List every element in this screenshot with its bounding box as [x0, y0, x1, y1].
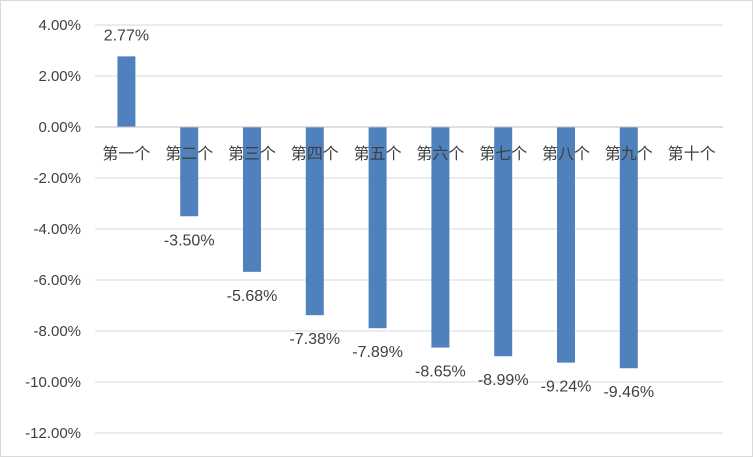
data-label: -5.68%	[227, 288, 278, 305]
data-label: -8.65%	[415, 364, 466, 381]
y-tick-label: -6.00%	[33, 272, 81, 289]
data-label: -7.38%	[289, 331, 340, 348]
bar-7	[494, 127, 513, 357]
category-label: 第五个	[354, 145, 402, 163]
data-label: -3.50%	[164, 232, 215, 249]
category-label: 第六个	[416, 145, 464, 163]
category-label: 第一个	[102, 145, 150, 163]
data-label: 2.77%	[104, 27, 149, 44]
y-tick-label: 2.00%	[38, 68, 81, 85]
y-tick-label: 0.00%	[38, 119, 81, 136]
bar-3	[243, 127, 261, 272]
category-labels: 第一个 第二个 第三个 第四个 第五个 第六个 第七个 第八个 第九个 第十个	[102, 145, 715, 163]
category-label: 第四个	[291, 145, 339, 163]
bar-5	[368, 127, 387, 329]
category-label: 第七个	[479, 145, 527, 163]
category-label: 第九个	[605, 145, 653, 163]
y-tick-label: -2.00%	[33, 170, 81, 187]
data-label: -8.99%	[478, 372, 529, 389]
bars	[117, 56, 638, 369]
category-label: 第八个	[542, 145, 590, 163]
bar-8	[557, 127, 575, 363]
data-label: -9.24%	[541, 379, 592, 396]
category-label: 第三个	[228, 145, 276, 163]
bar-2	[180, 127, 199, 217]
category-label: 第二个	[165, 145, 213, 163]
y-tick-label: -10.00%	[25, 374, 81, 391]
bar-9	[619, 127, 638, 369]
gridlines	[95, 24, 723, 434]
bar-6	[431, 127, 450, 348]
y-tick-label: -4.00%	[33, 221, 81, 238]
bar-1	[117, 56, 136, 127]
y-tick-label: 4.00%	[38, 17, 81, 34]
y-tick-labels: 4.00% 2.00% 0.00% -2.00% -4.00% -6.00% -8.00% -…	[25, 17, 81, 442]
y-tick-label: -8.00%	[33, 323, 81, 340]
data-label: -9.46%	[603, 384, 654, 401]
bar-4	[305, 127, 324, 316]
data-labels: 2.77% -3.50% -5.68% -7.38% -7.89% -8.65% -8.99…	[104, 27, 654, 401]
category-label: 第十个	[668, 145, 716, 163]
data-label: -7.89%	[352, 344, 403, 361]
y-tick-label: -12.00%	[25, 425, 81, 442]
